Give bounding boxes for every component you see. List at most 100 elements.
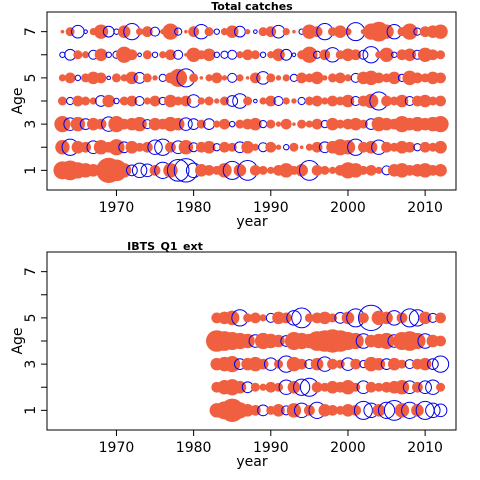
bubble-positive — [241, 140, 254, 154]
y-tick-label: 5 — [23, 313, 39, 322]
bubble-positive — [311, 95, 323, 107]
bubble-positive — [186, 47, 201, 62]
bubble-positive — [143, 97, 151, 105]
panel-title: Total catches — [211, 0, 293, 13]
panel-ibts-q1-ext: IBTS_Q1_ext 1970 1980 1990 2000 2010 1 3 5 7 ye… — [10, 240, 457, 470]
bubble-positive — [195, 164, 208, 177]
bubble-positive — [236, 74, 244, 82]
bubble-positive — [163, 163, 178, 178]
bubble-positive — [162, 23, 179, 40]
bubble-negative — [213, 28, 220, 35]
bubble-negative — [173, 49, 184, 60]
bubble-positive — [272, 404, 285, 417]
bubble-positive — [80, 141, 91, 153]
bubble-positive — [245, 76, 250, 80]
bubble-negative — [179, 117, 193, 131]
bubble-positive — [204, 96, 214, 106]
bubble-positive — [142, 50, 152, 60]
bubble-positive — [428, 96, 438, 106]
bubble-negative — [293, 378, 311, 396]
bubble-negative — [147, 139, 163, 155]
bubble-positive — [81, 96, 91, 106]
y-tick-label: 1 — [23, 406, 39, 415]
x-tick-label: 1990 — [253, 440, 289, 456]
bubble-positive — [250, 50, 260, 60]
bubble-positive — [180, 95, 192, 107]
bubble-positive — [249, 164, 261, 176]
bubble-positive — [320, 165, 330, 175]
bubble-positive — [311, 381, 323, 393]
x-axis: 1970 1980 1990 2000 2010 — [99, 430, 443, 456]
bubble-positive — [305, 143, 313, 151]
bubble-positive — [272, 311, 285, 325]
bubble-positive — [297, 119, 307, 129]
bubble-positive — [136, 28, 144, 36]
bubble-positive — [125, 140, 139, 154]
bubble-positive — [417, 163, 433, 178]
bubble-positive — [321, 97, 329, 105]
bubble-positive — [289, 142, 299, 152]
bubble-positive — [233, 164, 247, 177]
bubble-negative — [113, 97, 120, 105]
bubble-positive — [57, 96, 67, 106]
bubble-positive — [322, 75, 328, 81]
bubble-positive — [378, 332, 395, 350]
bubble-positive — [199, 76, 204, 80]
x-tick-label: 1990 — [253, 200, 289, 216]
bubble-positive — [363, 70, 379, 86]
bubble-negative — [106, 75, 112, 81]
bubble-negative — [74, 74, 82, 82]
bubble-negative — [83, 29, 88, 34]
bubble-positive — [435, 312, 446, 324]
bubble-negative — [253, 98, 258, 104]
bubble-positive — [394, 380, 410, 395]
bubble-positive — [203, 164, 215, 176]
bubble-positive — [335, 359, 345, 369]
bubble-positive — [184, 29, 188, 34]
bubble-positive — [302, 24, 317, 39]
x-tick-label: 1980 — [176, 440, 212, 456]
bubble-positive — [286, 356, 302, 372]
bubble-positive — [219, 118, 230, 130]
bubble-negative — [166, 159, 190, 182]
bubble-positive — [380, 311, 393, 325]
bubble-positive — [291, 98, 297, 104]
bubble-positive — [365, 381, 377, 393]
bubble-positive — [344, 74, 352, 82]
bubble-negative — [400, 308, 420, 328]
bubble-positive — [282, 97, 290, 105]
bubble-positive — [295, 164, 308, 177]
bubble-positive — [54, 116, 71, 133]
bubble-positive — [71, 140, 85, 154]
y-axis: 1 3 5 7 — [23, 267, 47, 415]
bubble-negative — [131, 162, 148, 179]
bubble-positive — [328, 166, 337, 174]
bubble-negative — [377, 401, 396, 419]
panel-total-catches: Total catches 1970 1980 1990 2000 2010 1357 … — [10, 0, 457, 230]
bubble-positive — [244, 28, 251, 35]
bubble-positive — [379, 47, 394, 62]
bubble-positive — [432, 116, 449, 133]
bubble-positive — [365, 164, 377, 176]
bubble-positive — [58, 74, 67, 82]
bubble-positive — [305, 120, 313, 128]
bubble-negative — [431, 355, 450, 373]
bubble-positive — [349, 117, 362, 131]
panel-title: IBTS_Q1_ext — [127, 240, 203, 253]
bubble-positive — [240, 333, 255, 349]
bubble-positive — [221, 75, 228, 81]
bubble-positive — [341, 311, 355, 325]
bubble-positive — [202, 48, 216, 62]
bubble-positive — [402, 70, 417, 86]
bubble-positive — [311, 118, 323, 130]
bubble-positive — [258, 27, 268, 37]
bubble-negative — [418, 380, 432, 395]
bubble-positive — [327, 404, 338, 416]
bubble-positive — [267, 166, 275, 174]
bubble-positive — [108, 116, 125, 133]
bubble-positive — [87, 117, 100, 131]
bubble-positive — [178, 140, 194, 155]
bubble-negative — [137, 52, 142, 58]
bubble-positive — [358, 165, 368, 175]
